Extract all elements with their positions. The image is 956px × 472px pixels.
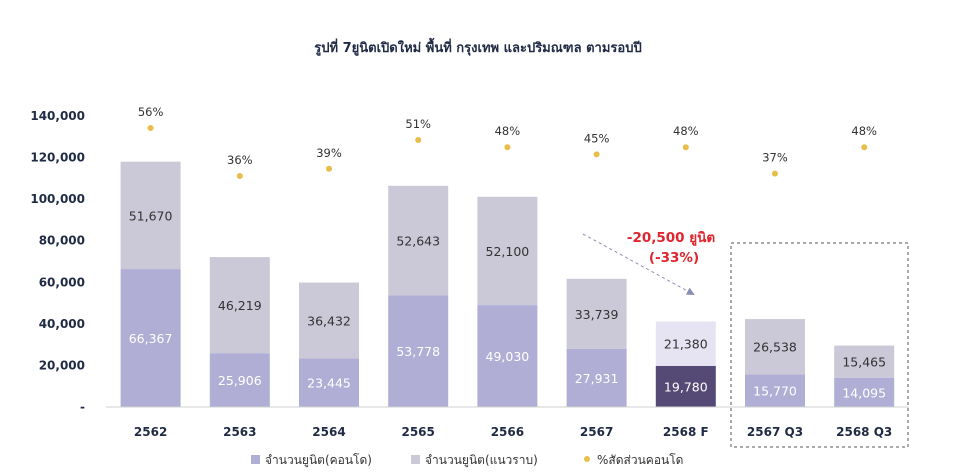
y-tick-label: 140,000 bbox=[30, 109, 85, 123]
quarter-comparison-box bbox=[730, 242, 909, 448]
x-tick-label: 2562 bbox=[134, 425, 167, 439]
bar-segment-condo bbox=[477, 305, 538, 407]
y-axis: - 20,000 40,000 60,000 80,000 100,000 120,000 1… bbox=[30, 109, 85, 414]
data-label-lowrise: 51,670 bbox=[129, 208, 173, 223]
condo-share-marker bbox=[326, 165, 332, 172]
bar-segment-condo bbox=[745, 374, 805, 407]
data-label-lowrise: 52,100 bbox=[486, 244, 530, 259]
y-tick-label: 80,000 bbox=[39, 234, 85, 248]
bar-segment-lowrise bbox=[745, 319, 805, 375]
legend-swatch-icon bbox=[251, 455, 260, 464]
bar-segment-condo bbox=[566, 348, 627, 407]
bar-segment-lowrise bbox=[388, 185, 449, 296]
bar-segment-lowrise bbox=[834, 345, 895, 378]
legend-label: จำนวนยูนิต(แนวราบ) bbox=[425, 453, 538, 468]
bar-segment-lowrise bbox=[209, 257, 270, 354]
x-tick-label: 2567 Q3 bbox=[747, 425, 803, 439]
bar-segment-condo bbox=[120, 269, 181, 407]
x-tick-label: 2565 bbox=[401, 425, 434, 439]
data-label-lowrise: 36,432 bbox=[307, 313, 351, 328]
x-tick-label: 2567 bbox=[580, 425, 613, 439]
condo-share-label: 45% bbox=[584, 131, 610, 145]
x-tick-label: 2568 Q3 bbox=[836, 425, 892, 439]
data-label-lowrise: 26,538 bbox=[753, 340, 797, 355]
annotation-percent: (-33%) bbox=[649, 250, 699, 266]
y-tick-label: 120,000 bbox=[30, 151, 85, 165]
condo-share-label: 48% bbox=[673, 124, 699, 138]
data-label-condo: 25,906 bbox=[218, 373, 262, 388]
condo-share-label: 48% bbox=[851, 124, 877, 138]
condo-share-label: 48% bbox=[495, 124, 521, 138]
data-label-condo: 23,445 bbox=[307, 376, 351, 391]
condo-share-marker bbox=[415, 137, 422, 143]
legend: จำนวนยูนิต(คอนโด) จำนวนยูนิต(แนวราบ) %สัดส… bbox=[251, 453, 683, 468]
data-label-condo: 14,095 bbox=[842, 385, 886, 400]
condo-share-label: 56% bbox=[138, 105, 164, 119]
data-label-condo: 19,780 bbox=[664, 379, 708, 394]
annotation-arrow bbox=[582, 233, 695, 295]
data-label-condo: 49,030 bbox=[486, 349, 530, 364]
data-label-lowrise: 52,643 bbox=[396, 234, 440, 249]
condo-share-marker bbox=[772, 170, 778, 177]
data-label-condo: 27,931 bbox=[575, 371, 619, 386]
condo-share-marker bbox=[861, 144, 868, 151]
condo-share-marker bbox=[593, 151, 600, 158]
condo-share-label: 39% bbox=[316, 146, 342, 160]
legend-label: จำนวนยูนิต(คอนโด) bbox=[265, 453, 372, 468]
plot-area: 66,367 51,670 56% 25,906 46,219 36% 23,445 36,4… bbox=[120, 105, 895, 407]
data-label-lowrise: 33,739 bbox=[575, 307, 619, 322]
condo-share-marker bbox=[147, 125, 154, 131]
condo-share-label: 36% bbox=[227, 153, 253, 167]
condo-share-marker bbox=[504, 144, 511, 151]
bar-segment-lowrise bbox=[299, 282, 359, 359]
data-label-lowrise: 21,380 bbox=[664, 337, 708, 352]
bar-segment-lowrise bbox=[655, 321, 716, 366]
x-tick-label: 2568 F bbox=[663, 425, 709, 439]
data-label-condo: 66,367 bbox=[129, 331, 173, 346]
bar-segment-lowrise bbox=[477, 196, 538, 306]
condo-share-marker bbox=[236, 173, 243, 179]
condo-share-label: 51% bbox=[405, 117, 431, 131]
y-tick-label: 100,000 bbox=[30, 192, 85, 206]
legend-swatch-icon bbox=[411, 455, 420, 464]
bar-segment-condo bbox=[834, 377, 895, 407]
bar-segment-condo bbox=[299, 358, 359, 407]
x-tick-label: 2564 bbox=[312, 425, 345, 439]
condo-share-label: 37% bbox=[762, 151, 788, 165]
y-tick-label: - bbox=[80, 400, 85, 414]
x-tick-label: 2563 bbox=[223, 425, 256, 439]
change-annotation: -20,500 ยูนิต (-33%) bbox=[582, 230, 716, 295]
data-label-lowrise: 15,465 bbox=[842, 355, 886, 370]
bar-segment-lowrise bbox=[566, 278, 627, 349]
y-tick-label: 20,000 bbox=[39, 358, 85, 372]
chart-title: รูปที่ 7ยูนิตเปิดใหม่ พื้นที่ กรุงเทพ แล… bbox=[314, 37, 641, 56]
legend-label: %สัดส่วนคอนโด bbox=[597, 453, 683, 467]
data-label-condo: 53,778 bbox=[396, 344, 440, 359]
bar-segment-lowrise bbox=[120, 161, 181, 270]
bar-segment-condo bbox=[209, 353, 270, 407]
data-label-condo: 15,770 bbox=[753, 384, 797, 399]
y-tick-label: 60,000 bbox=[39, 275, 85, 289]
bar-segment-condo bbox=[655, 365, 716, 407]
legend-dot-icon bbox=[584, 456, 590, 462]
y-tick-label: 40,000 bbox=[39, 317, 85, 331]
bar-segment-condo bbox=[388, 295, 449, 407]
condo-share-marker bbox=[682, 144, 689, 151]
annotation-units: -20,500 ยูนิต bbox=[627, 230, 716, 246]
data-label-lowrise: 46,219 bbox=[218, 298, 262, 313]
x-tick-label: 2566 bbox=[491, 425, 524, 439]
x-axis: 2562 2563 2564 2565 2566 2567 2568 F 2567 Q3 256… bbox=[106, 406, 909, 439]
